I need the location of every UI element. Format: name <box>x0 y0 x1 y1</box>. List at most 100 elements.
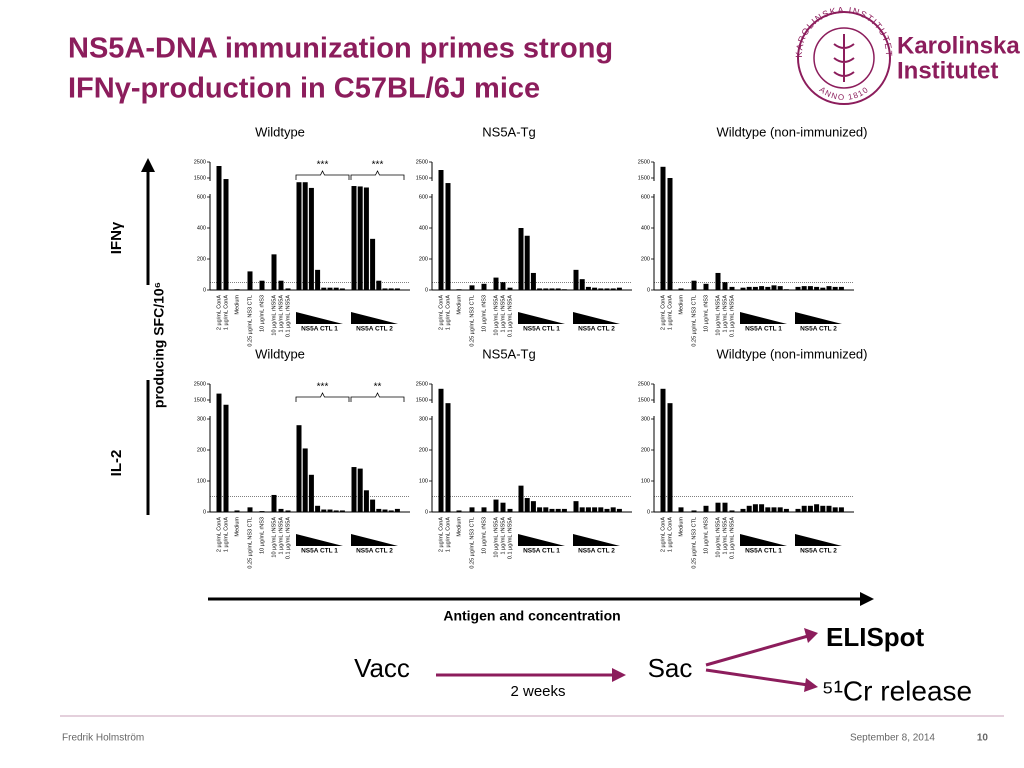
bar <box>579 507 585 512</box>
bar <box>271 494 277 512</box>
bar <box>445 183 451 290</box>
bar <box>456 289 462 290</box>
group-label: NS5A CTL 1 <box>301 548 338 555</box>
bar <box>376 280 382 290</box>
bar <box>357 186 363 290</box>
group-label: NS5A CTL 1 <box>745 548 782 555</box>
bar <box>351 467 357 512</box>
y-tick-label: 1500 <box>638 397 650 403</box>
group-label: NS5A CTL 2 <box>356 548 393 555</box>
bar <box>795 508 801 512</box>
bar <box>481 283 487 290</box>
flow-output: ELISpot <box>826 622 925 652</box>
x-tick-label: 1 µg/mL rNS5A <box>278 517 284 555</box>
bar <box>585 507 591 512</box>
group-label: NS5A CTL 1 <box>523 326 560 333</box>
x-tick-label: 2 µg/mL ConA <box>660 517 666 552</box>
bar <box>573 269 579 290</box>
x-tick-label: 1 µg/mL rNS5A <box>722 295 728 333</box>
bar <box>469 285 475 290</box>
bar <box>667 403 673 512</box>
x-tick-label: 2 µg/mL ConA <box>438 295 444 330</box>
bar <box>740 287 746 290</box>
significance-bracket <box>350 392 405 402</box>
concentration-wedge <box>351 534 398 546</box>
concentration-wedge <box>296 534 343 546</box>
x-tick-label: 1 µg/mL ConA <box>223 517 229 552</box>
bar <box>549 508 555 512</box>
logo-text: Karolinska <box>897 32 1020 59</box>
bar <box>549 288 555 290</box>
row-label: producing SFC/10⁶ <box>151 282 167 408</box>
bar <box>223 404 229 512</box>
x-tick-label: 10 µg/mL rNS5A <box>271 517 277 558</box>
bar <box>832 286 838 290</box>
y-tick-label: 400 <box>197 225 206 231</box>
bar <box>278 280 284 290</box>
seal-emblem <box>833 34 855 82</box>
significance-bracket <box>295 170 350 180</box>
bar <box>376 508 382 512</box>
arrow-head <box>804 628 818 643</box>
seal-inner <box>813 27 875 89</box>
footer-author: Fredrik Holmström <box>62 733 144 744</box>
y-tick-label: 0 <box>203 287 206 293</box>
x-tick-label: 10 µg/mL rNS5A <box>271 295 277 336</box>
y-tick-label: 100 <box>419 478 428 484</box>
x-tick-label: 2 µg/mL ConA <box>216 295 222 330</box>
bar <box>537 507 543 512</box>
x-tick-label: Medium <box>456 517 462 537</box>
bar <box>610 288 616 290</box>
concentration-wedge <box>740 312 787 324</box>
bar <box>507 287 513 290</box>
concentration-wedge <box>740 534 787 546</box>
bar <box>394 508 400 512</box>
bar <box>234 289 240 290</box>
y-tick-label: 600 <box>197 194 206 200</box>
group-label: NS5A CTL 1 <box>745 326 782 333</box>
flow-label: Sac <box>648 653 693 683</box>
bar <box>543 288 549 290</box>
bar <box>302 182 308 290</box>
bar <box>807 505 813 512</box>
x-tick-label: 10 µg/mL rNS5A <box>715 295 721 336</box>
concentration-wedge <box>296 312 343 324</box>
flow-arrow <box>705 668 809 687</box>
bar <box>543 507 549 512</box>
group-label: NS5A CTL 2 <box>578 326 615 333</box>
bar <box>216 393 222 512</box>
bar <box>388 288 394 290</box>
y-tick-label: 1500 <box>416 397 428 403</box>
x-tick-label: 10 µg/mL rNS5A <box>493 517 499 558</box>
bar <box>469 507 475 512</box>
bar <box>278 508 284 512</box>
bar <box>777 507 783 512</box>
bar <box>271 254 277 290</box>
bar <box>777 286 783 290</box>
y-tick-label: 0 <box>425 509 428 515</box>
bar <box>518 485 524 512</box>
bar <box>285 288 291 290</box>
bar <box>363 187 369 290</box>
y-tick-label: 2500 <box>416 159 428 165</box>
bar <box>598 507 604 512</box>
x-tick-label: Medium <box>234 517 240 537</box>
x-tick-label: 2 µg/mL ConA <box>216 517 222 552</box>
bar <box>518 228 524 290</box>
bar <box>370 238 376 290</box>
footer-date: September 8, 2014 <box>850 733 935 744</box>
x-tick-label: Medium <box>234 295 240 315</box>
x-tick-label: 1 µg/mL rNS5A <box>722 517 728 555</box>
x-tick-label: 0.25 µg/mL NS3 CTL <box>469 517 475 569</box>
x-tick-label: 0.25 µg/mL NS3 CTL <box>691 295 697 347</box>
bar <box>247 507 253 512</box>
bar <box>746 286 752 290</box>
bar <box>234 510 240 512</box>
bar <box>783 508 789 512</box>
y-tick-label: 100 <box>641 478 650 484</box>
bar <box>223 179 229 290</box>
arrow-head <box>804 678 818 692</box>
significance-label: ** <box>374 382 382 393</box>
bar <box>555 508 561 512</box>
bar <box>598 288 604 290</box>
